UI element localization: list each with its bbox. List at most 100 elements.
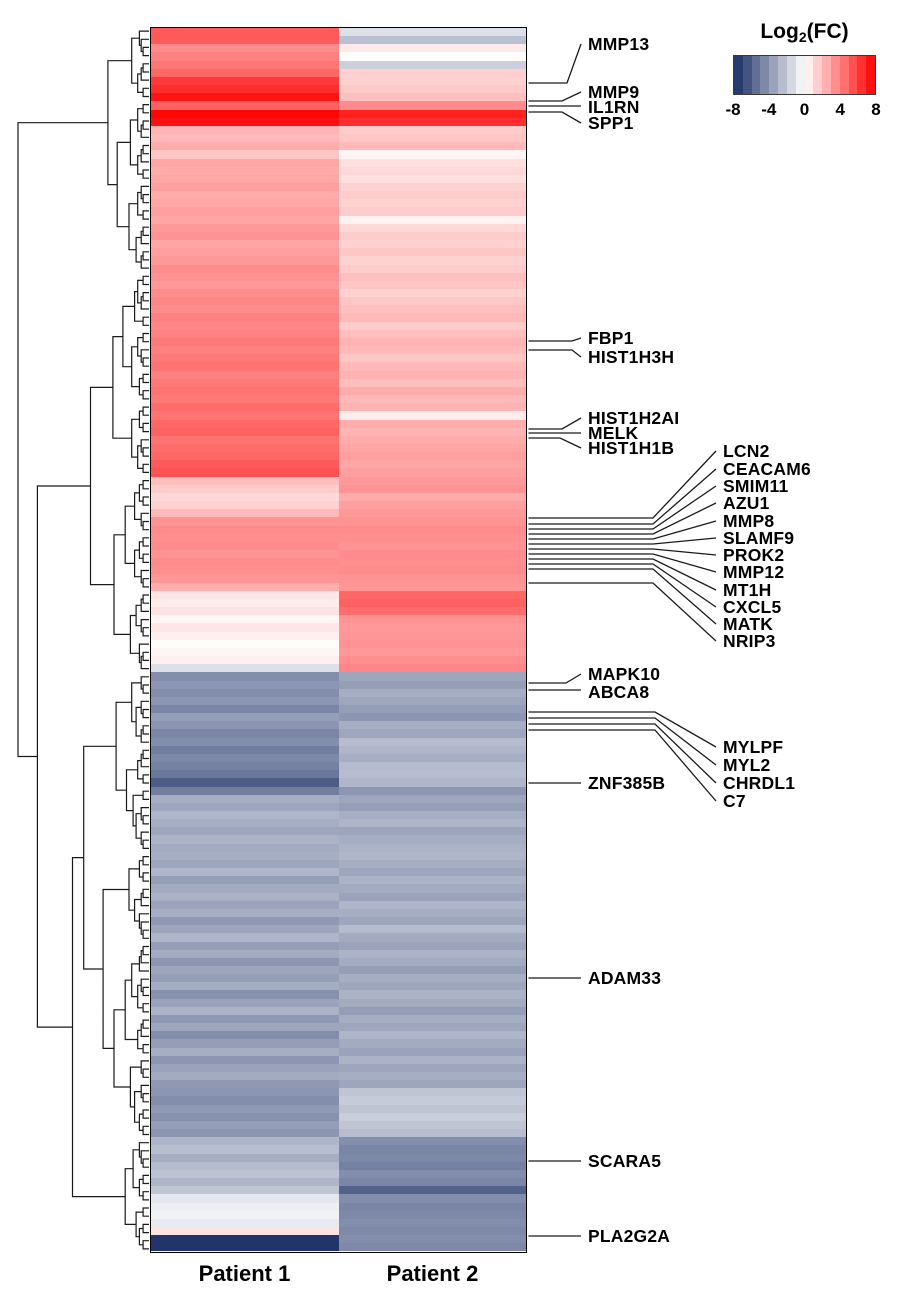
heatmap-cell bbox=[338, 1178, 526, 1187]
heatmap-cell bbox=[151, 1063, 339, 1072]
heatmap-cell bbox=[151, 574, 339, 583]
heatmap-cell bbox=[151, 509, 339, 518]
heatmap-cell bbox=[151, 1178, 339, 1187]
heatmap-row bbox=[151, 362, 526, 371]
heatmap-row bbox=[151, 305, 526, 314]
heatmap-cell bbox=[338, 1194, 526, 1203]
legend-color-step bbox=[778, 56, 787, 94]
heatmap-row bbox=[151, 1169, 526, 1179]
gene-label-scara5: SCARA5 bbox=[588, 1151, 662, 1171]
heatmap-cell bbox=[151, 598, 339, 608]
heatmap-row bbox=[151, 60, 526, 69]
heatmap-cell bbox=[338, 998, 526, 1007]
heatmap-row bbox=[151, 52, 526, 61]
heatmap-cell bbox=[338, 215, 526, 224]
heatmap-row bbox=[151, 851, 526, 860]
gene-label-melk: MELK bbox=[588, 423, 639, 443]
gene-label-matk: MATK bbox=[723, 614, 774, 634]
heatmap-cell bbox=[338, 1218, 526, 1227]
heatmap-cell bbox=[151, 395, 339, 404]
heatmap-row bbox=[151, 109, 526, 118]
legend-tick: -4 bbox=[761, 100, 777, 119]
heatmap-cell bbox=[338, 52, 526, 61]
heatmap-cell bbox=[338, 917, 526, 926]
legend-color-step bbox=[857, 56, 867, 94]
legend-color-step bbox=[866, 56, 875, 94]
heatmap-cell bbox=[151, 68, 339, 77]
heatmap-cell bbox=[151, 623, 339, 632]
gene-label-slamf9: SLAMF9 bbox=[723, 528, 795, 548]
heatmap-cell bbox=[151, 468, 339, 477]
heatmap-cell bbox=[338, 533, 526, 542]
heatmap-row bbox=[151, 223, 526, 232]
heatmap-cell bbox=[338, 1235, 526, 1244]
heatmap-cell bbox=[338, 631, 526, 640]
heatmap-row bbox=[151, 142, 526, 151]
heatmap-cell bbox=[151, 346, 339, 355]
heatmap-row bbox=[151, 1080, 526, 1089]
heatmap-cell bbox=[151, 786, 339, 795]
gene-label-mmp8: MMP8 bbox=[723, 511, 775, 531]
heatmap-row bbox=[151, 346, 526, 355]
gene-label-spp1: SPP1 bbox=[588, 113, 634, 133]
heatmap-cell bbox=[151, 321, 339, 330]
heatmap-row bbox=[151, 68, 526, 77]
heatmap-row bbox=[151, 411, 526, 420]
heatmap-row bbox=[151, 1039, 526, 1048]
heatmap-cell bbox=[151, 411, 339, 420]
heatmap-cell bbox=[338, 501, 526, 510]
heatmap-cell bbox=[338, 1186, 526, 1195]
heatmap-cell bbox=[151, 1072, 339, 1081]
heatmap-row bbox=[151, 248, 526, 257]
heatmap-cell bbox=[338, 851, 526, 860]
heatmap-cell bbox=[151, 525, 339, 534]
heatmap-row bbox=[151, 1178, 526, 1187]
heatmap-cell bbox=[151, 1104, 339, 1113]
heatmap-cell bbox=[151, 1055, 339, 1064]
heatmap-row bbox=[151, 1194, 526, 1203]
heatmap-row bbox=[151, 460, 526, 469]
heatmap-cell bbox=[151, 1088, 339, 1097]
heatmap-row bbox=[151, 378, 526, 387]
heatmap-cell bbox=[338, 117, 526, 126]
heatmap-cell bbox=[338, 688, 526, 697]
gene-label-hist1h2ai: HIST1H2AI bbox=[588, 408, 680, 428]
heatmap-cell bbox=[338, 794, 526, 803]
heatmap-row bbox=[151, 509, 526, 518]
gene-label-prok2: PROK2 bbox=[723, 545, 785, 565]
heatmap-row bbox=[151, 574, 526, 583]
heatmap-cell bbox=[338, 305, 526, 314]
heatmap-row bbox=[151, 1210, 526, 1219]
heatmap-row bbox=[151, 566, 526, 575]
heatmap-row bbox=[151, 150, 526, 159]
heatmap-row bbox=[151, 166, 526, 175]
heatmap-cell bbox=[151, 28, 339, 37]
heatmap-cell bbox=[151, 1129, 339, 1138]
heatmap-cell bbox=[338, 696, 526, 705]
heatmap-row bbox=[151, 802, 526, 811]
heatmap-row bbox=[151, 1047, 526, 1056]
heatmap-row bbox=[151, 541, 526, 550]
heatmap-cell bbox=[338, 753, 526, 763]
heatmap-row bbox=[151, 917, 526, 926]
heatmap-row bbox=[151, 1153, 526, 1162]
heatmap-cell bbox=[151, 550, 339, 559]
heatmap-cell bbox=[338, 452, 526, 461]
heatmap-row bbox=[151, 525, 526, 534]
gene-label-c7: C7 bbox=[723, 791, 746, 811]
heatmap-cell bbox=[338, 1039, 526, 1048]
heatmap-cell bbox=[338, 411, 526, 420]
gene-label-fbp1: FBP1 bbox=[588, 328, 634, 348]
colorbar-legend: Log2(FC) -8 -4 0 4 8 bbox=[725, 20, 880, 122]
heatmap-cell bbox=[151, 476, 339, 485]
heatmap-cell bbox=[151, 615, 339, 624]
heatmap-cell bbox=[151, 215, 339, 224]
heatmap-cell bbox=[338, 574, 526, 583]
heatmap-cell bbox=[338, 770, 526, 779]
heatmap-cell bbox=[151, 957, 339, 966]
heatmap-row bbox=[151, 264, 526, 273]
heatmap-row bbox=[151, 329, 526, 338]
heatmap-cell bbox=[338, 1120, 526, 1130]
heatmap-row bbox=[151, 452, 526, 461]
heatmap-cell bbox=[338, 362, 526, 371]
